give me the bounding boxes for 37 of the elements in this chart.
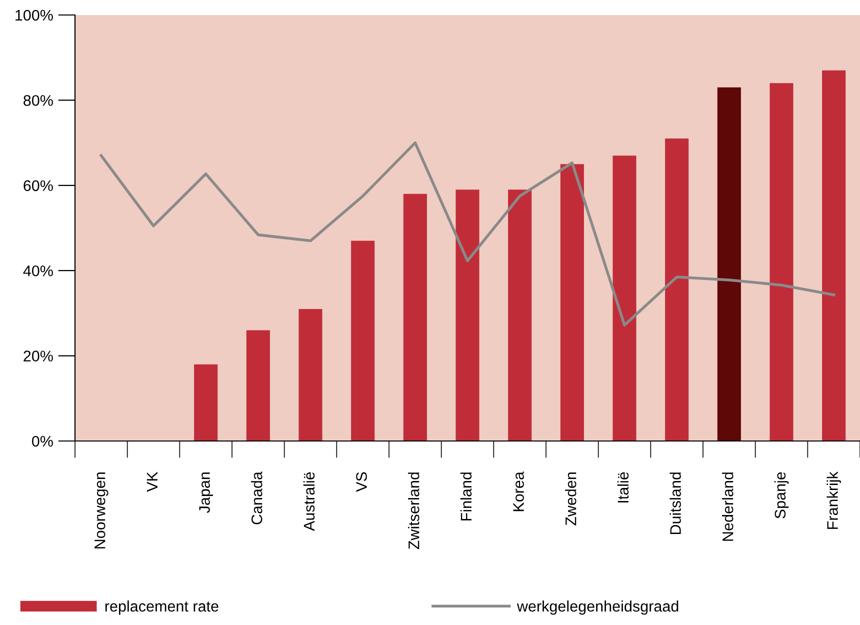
bar [508,190,532,441]
bar [612,156,636,441]
bar [770,83,794,441]
bar [298,308,322,441]
x-tick-label: Zweden [565,472,576,526]
bar [717,87,741,441]
y-tick-label: 40% [23,265,53,276]
x-tick-label: Zwitserland [408,472,420,550]
x-tick-label: Frankrijk [826,472,841,529]
bar [194,364,218,441]
y-tick-label: 100% [16,10,53,21]
y-tick-label: 0% [32,436,53,447]
bar [351,240,375,441]
bar [403,194,427,441]
y-tick-label: 80% [24,95,53,106]
x-tick-label: VK [146,472,158,492]
bar [560,164,584,441]
bar [822,70,846,441]
x-tick-label: Duitsland [670,472,681,534]
bar [665,138,689,441]
legend-label: replacement rate [105,600,218,615]
bar [246,330,270,441]
x-tick-label: VS [356,472,367,492]
x-tick-label: Noorwegen [94,472,108,548]
x-tick-label: Canada [251,472,262,524]
x-tick-label: Australië [303,472,315,531]
x-tick-label: Italië [617,472,629,502]
x-tick-label: Korea [513,472,524,512]
x-tick-label: Nederland [722,472,734,541]
legend-label: werkgelegenheidsgraad [516,600,678,615]
y-tick-label: 20% [24,350,53,362]
x-tick-label: Japan [199,472,213,513]
line-series [100,141,836,327]
y-tick-label: 60% [24,180,53,192]
x-tick-label: Spanje [774,472,789,518]
bar [456,190,480,441]
x-tick-label: Finland [460,472,472,520]
